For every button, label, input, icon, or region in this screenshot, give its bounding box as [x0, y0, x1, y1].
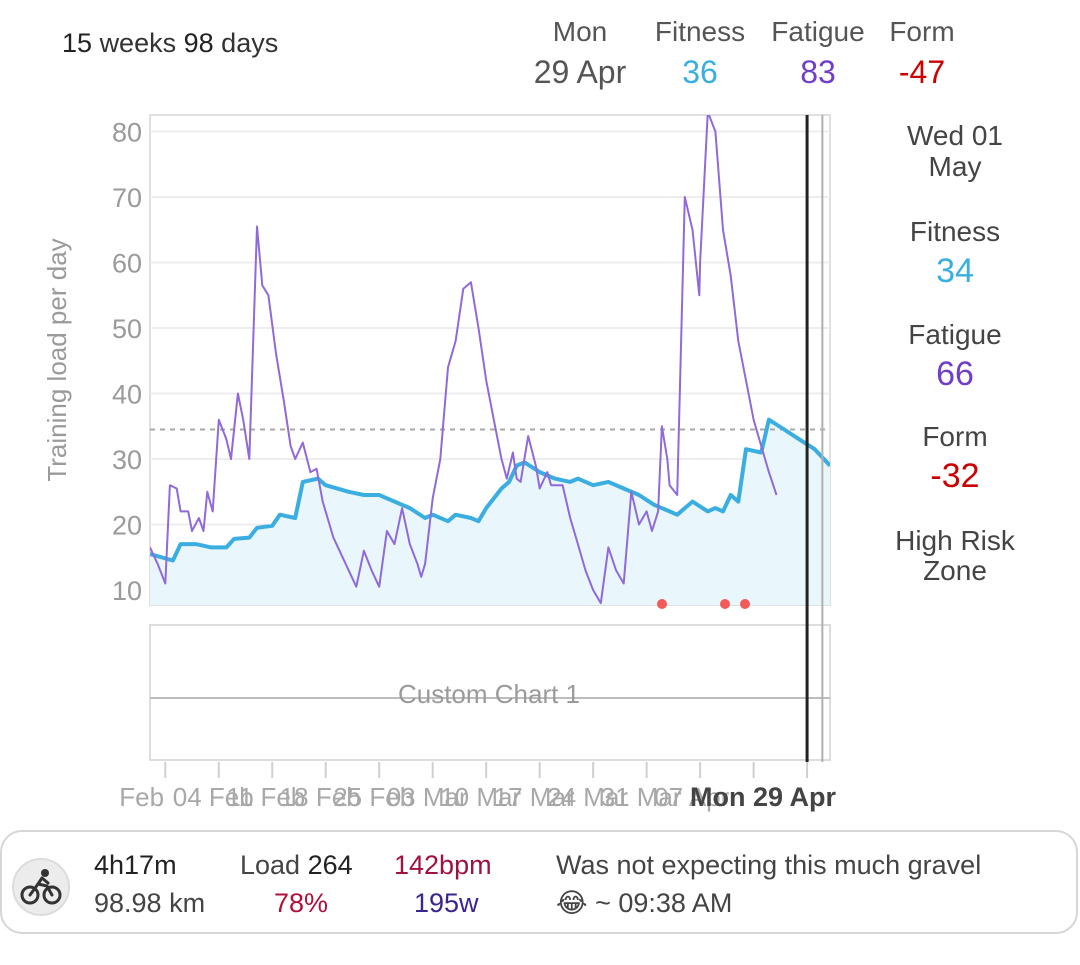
header-fitness: Fitness 36	[648, 16, 752, 91]
x-tick-label: Feb	[119, 782, 164, 812]
y-tick-label: 10	[112, 576, 142, 606]
x-tick-label: 07 Apr	[654, 782, 730, 812]
y-tick-label: 20	[112, 511, 142, 541]
activity-load-label: Load	[240, 850, 301, 880]
range-weeks: 15	[62, 28, 93, 58]
side-zone: High Risk Zone	[880, 526, 1030, 586]
date-range: 15 weeks 98 days	[62, 28, 278, 59]
header-form: Form -47	[876, 16, 968, 91]
y-tick-label: 80	[112, 118, 142, 148]
header-fatigue-value: 83	[800, 54, 836, 90]
header-date-label: Mon	[552, 16, 608, 47]
side-zone-label: High Risk Zone	[895, 525, 1015, 586]
y-tick-label: 50	[112, 314, 142, 344]
header-fatigue: Fatigue 83	[766, 16, 870, 91]
side-fitness-label: Fitness	[909, 216, 1001, 247]
side-form: Form -32	[880, 421, 1030, 496]
fitness-line	[150, 417, 830, 563]
side-date-label: Wed 01 May	[907, 120, 1003, 182]
range-weeks-unit: weeks	[99, 28, 177, 58]
race-markers	[657, 599, 750, 609]
side-form-value: -32	[930, 457, 980, 495]
x-axis-selected-date: Mon 29 Apr	[690, 782, 837, 812]
training-load-chart[interactable]: 10 20 30 40 50 60 70 80 Training load per day C…	[0, 0, 1080, 830]
activity-time: ~ 09:38 AM	[595, 888, 733, 918]
header-fatigue-label: Fatigue	[771, 16, 865, 47]
x-tick-label: 24 Mar	[547, 782, 628, 812]
custom-chart-label: Custom Chart 1	[398, 679, 580, 709]
fatigue-line	[150, 115, 778, 605]
x-tick-label: 11 Feb	[226, 782, 305, 812]
y-tick-label: 70	[112, 183, 142, 213]
activity-time-row: 😂 ~ 09:38 AM	[556, 888, 732, 919]
range-days: 98	[183, 28, 214, 58]
range-days-unit: days	[221, 28, 279, 58]
activity-load-value: 264	[307, 850, 353, 880]
y-tick-label: 30	[112, 445, 142, 475]
x-tick-label: 04 Feb	[173, 782, 254, 812]
header-date: Mon 29 Apr	[520, 16, 640, 91]
side-fatigue-value: 66	[936, 355, 974, 393]
side-fatigue-label: Fatigue	[908, 319, 1002, 350]
custom-chart-frame[interactable]	[149, 624, 831, 761]
header-date-value: 29 Apr	[533, 54, 627, 90]
bicycle-icon	[12, 858, 70, 916]
header-form-label: Form	[889, 16, 955, 47]
activity-emoji: 😂	[556, 888, 588, 918]
side-fatigue: Fatigue 66	[880, 319, 1030, 394]
activity-duration: 4h17m	[94, 850, 177, 880]
side-fitness-value: 34	[936, 252, 974, 290]
x-tick-label: 10 Mar	[440, 782, 521, 812]
race-marker[interactable]	[657, 599, 667, 609]
x-tick-label: 31 Mar	[601, 782, 682, 812]
side-date: Wed 01 May	[880, 120, 1030, 182]
activity-card[interactable]: 4h17m 98.98 km Load 264 78% 142bpm 195w …	[0, 830, 1078, 934]
header-form-value: -47	[898, 54, 946, 90]
x-tick-label: 03 Mar	[387, 782, 468, 812]
fitness-area	[150, 419, 830, 605]
side-fitness: Fitness 34	[880, 216, 1030, 291]
y-tick-label: 40	[112, 380, 142, 410]
activity-heart-rate: 142bpm	[394, 850, 492, 880]
x-tick-label: 17 Mar	[494, 782, 575, 812]
header-fitness-value: 36	[682, 54, 718, 90]
header-fitness-label: Fitness	[654, 16, 746, 47]
race-marker[interactable]	[720, 599, 730, 609]
y-axis-ticks: 10 20 30 40 50 60 70 80	[112, 118, 142, 607]
activity-distance: 98.98 km	[94, 888, 206, 918]
x-tick-label: 25 Feb	[333, 782, 414, 812]
activity-load: Load 264	[240, 850, 353, 881]
y-tick-label: 60	[112, 249, 142, 279]
y-axis-label: Training load per day	[42, 238, 72, 481]
side-form-label: Form	[922, 421, 988, 452]
x-tick-label: 18 Feb	[280, 782, 361, 812]
activity-note: Was not expecting this much gravel	[556, 850, 982, 880]
activity-load-percent: 78%	[274, 888, 329, 918]
activity-power: 195w	[414, 888, 479, 918]
race-marker[interactable]	[740, 599, 750, 609]
